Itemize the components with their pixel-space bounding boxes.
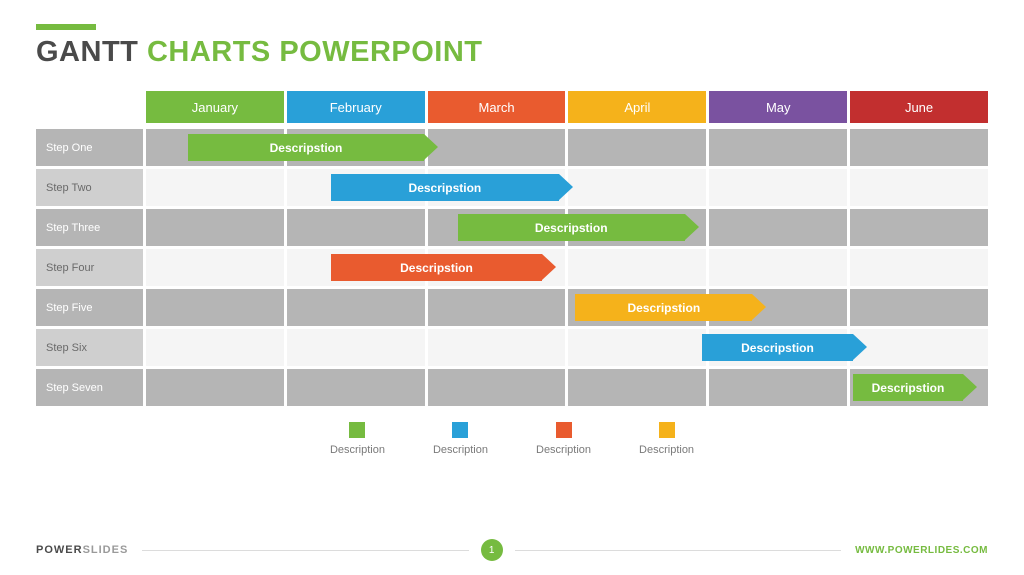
gantt-bar-label: Descripstion [409,181,482,195]
footer: POWERSLIDES 1 WWW.POWERLIDES.COM [36,539,988,561]
step-label: Step Seven [36,369,143,406]
month-header: April [568,91,706,123]
page-number: 1 [481,539,503,561]
step-label: Step One [36,129,143,166]
gantt-track: Descripstion [146,169,988,206]
gantt-bar-label: Descripstion [872,381,945,395]
gantt-bar: Descripstion [853,374,962,401]
bar-layer: Descripstion [146,209,988,246]
title-part1: GANTT [36,36,147,68]
bar-layer: Descripstion [146,129,988,166]
month-header: February [287,91,425,123]
step-label: Step Three [36,209,143,246]
bar-layer: Descripstion [146,249,988,286]
gantt-row: Step Seven Descripstion [36,369,988,406]
legend-item: Description [330,422,385,456]
months-header: JanuaryFebruaryMarchAprilMayJune [146,91,988,123]
bar-layer: Descripstion [146,369,988,406]
step-label: Step Five [36,289,143,326]
step-label: Step Four [36,249,143,286]
accent-bar [36,24,96,30]
legend-swatch [452,422,468,438]
gantt-bar: Descripstion [331,254,542,281]
footer-brand-part2: SLIDES [83,544,129,556]
gantt-rows: Step One Descripstion Step Two Descripstion… [36,129,988,406]
gantt-bar-label: Descripstion [535,221,608,235]
gantt-bar: Descripstion [331,174,558,201]
gantt-bar: Descripstion [458,214,685,241]
gantt-track: Descripstion [146,209,988,246]
gantt-track: Descripstion [146,249,988,286]
gantt-track: Descripstion [146,329,988,366]
footer-divider [515,550,841,551]
gantt-bar: Descripstion [188,134,424,161]
footer-divider [142,550,468,551]
legend: Description Description Description Descrip… [36,422,988,456]
legend-item: Description [639,422,694,456]
bar-layer: Descripstion [146,169,988,206]
gantt-row: Step Three Descripstion [36,209,988,246]
gantt-row: Step Two Descripstion [36,169,988,206]
gantt-bar-label: Descripstion [627,301,700,315]
step-label: Step Six [36,329,143,366]
legend-label: Description [639,444,694,456]
gantt-track: Descripstion [146,289,988,326]
gantt-bar-label: Descripstion [400,261,473,275]
legend-swatch [659,422,675,438]
month-header: January [146,91,284,123]
footer-brand: POWERSLIDES [36,544,142,556]
month-header: May [709,91,847,123]
gantt-chart: JanuaryFebruaryMarchAprilMayJune Step On… [36,91,988,406]
gantt-row: Step Six Descripstion [36,329,988,366]
footer-brand-part1: POWER [36,544,83,556]
slide: GANTT CHARTS POWERPOINT JanuaryFebruaryM… [0,0,1024,466]
bar-layer: Descripstion [146,329,988,366]
step-label: Step Two [36,169,143,206]
legend-label: Description [330,444,385,456]
bar-layer: Descripstion [146,289,988,326]
gantt-track: Descripstion [146,129,988,166]
gantt-track: Descripstion [146,369,988,406]
legend-item: Description [433,422,488,456]
gantt-bar-label: Descripstion [741,341,814,355]
title-part2: CHARTS POWERPOINT [147,36,483,68]
legend-swatch [556,422,572,438]
legend-label: Description [536,444,591,456]
page-title: GANTT CHARTS POWERPOINT [36,36,988,69]
gantt-row: Step Five Descripstion [36,289,988,326]
gantt-bar: Descripstion [575,294,752,321]
month-header: March [428,91,566,123]
gantt-bar-label: Descripstion [270,141,343,155]
gantt-row: Step Four Descripstion [36,249,988,286]
legend-item: Description [536,422,591,456]
month-header: June [850,91,988,123]
gantt-row: Step One Descripstion [36,129,988,166]
legend-swatch [349,422,365,438]
footer-url: WWW.POWERLIDES.COM [841,545,988,556]
legend-label: Description [433,444,488,456]
gantt-bar: Descripstion [702,334,854,361]
